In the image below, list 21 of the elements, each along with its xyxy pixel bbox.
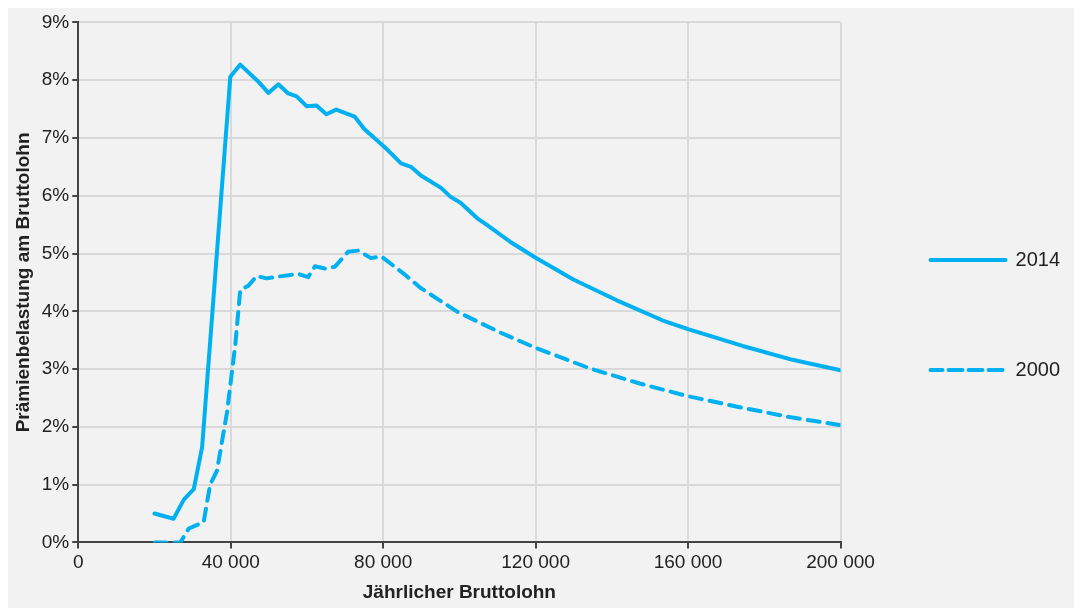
y-tick-label: 0% <box>41 530 70 552</box>
x-axis-title: Jährlicher Bruttolohn <box>362 580 556 602</box>
y-tick-label: 3% <box>41 357 70 379</box>
x-tick-label: 200 000 <box>806 551 875 573</box>
legend-label: 2000 <box>1015 357 1061 380</box>
x-tick-label: 120 000 <box>501 551 570 573</box>
line-series <box>152 248 841 543</box>
y-tick-label: 9% <box>41 10 70 32</box>
y-tick-label: 2% <box>41 415 70 437</box>
y-tick-label: 5% <box>41 241 70 263</box>
y-tick-label: 1% <box>41 472 70 494</box>
x-tick-label: 40 000 <box>201 551 260 573</box>
legend-label: 2014 <box>1015 247 1061 270</box>
y-tick-label: 6% <box>41 183 70 205</box>
x-tick-label: 160 000 <box>653 551 723 573</box>
y-axis-title: Prämienbelastung am Bruttolohn <box>11 132 33 433</box>
x-tick-label: 80 000 <box>354 551 413 573</box>
y-tick-label: 4% <box>41 299 70 321</box>
x-tick-label: 0 <box>72 551 84 573</box>
y-tick-label: 7% <box>41 126 70 148</box>
y-tick-label: 8% <box>41 68 70 90</box>
